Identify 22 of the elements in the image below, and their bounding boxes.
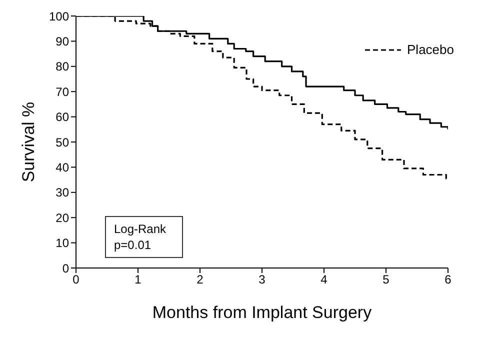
- x-tick-label: 3: [258, 272, 266, 287]
- x-tick-label: 6: [444, 272, 452, 287]
- y-tick-label: 10: [56, 236, 70, 250]
- x-tick-label: 1: [134, 272, 142, 287]
- y-tick-label: 60: [56, 110, 70, 124]
- x-tick-label: 2: [196, 272, 204, 287]
- y-axis-title: Survival %: [19, 102, 38, 182]
- legend-label: Placebo: [407, 42, 454, 57]
- y-tick-label: 40: [56, 160, 70, 174]
- y-tick-label: 70: [56, 84, 70, 99]
- annotation: Log-Rank p=0.01: [114, 221, 168, 253]
- y-tick-label: 90: [56, 34, 70, 48]
- x-tick-label: 4: [320, 272, 328, 287]
- x-tick-label: 5: [382, 272, 390, 287]
- y-tick-label: 30: [56, 186, 70, 200]
- x-tick-label: 0: [72, 272, 80, 287]
- y-tick-label: 80: [56, 60, 70, 74]
- y-tick-label: 100: [48, 9, 70, 24]
- y-tick-label: 0: [62, 261, 70, 276]
- y-tick-label: 20: [56, 210, 70, 225]
- x-axis-title: Months from Implant Surgery: [152, 303, 372, 322]
- y-tick-label: 50: [56, 135, 70, 150]
